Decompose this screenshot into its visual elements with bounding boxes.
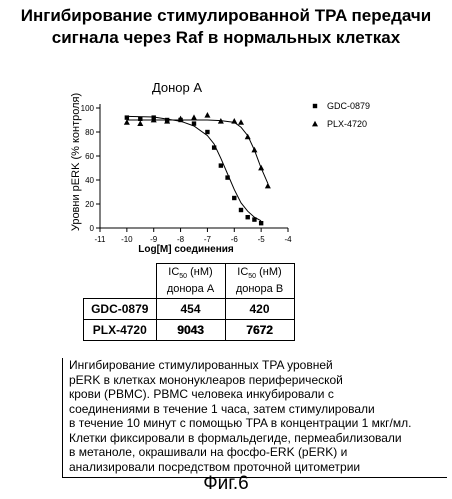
table-row: PLX-4720 9043 7672 — [84, 320, 295, 341]
legend-marker-2 — [312, 121, 318, 127]
y-axis-label: Уровни pERK (% контроля) — [70, 93, 82, 231]
caption-line: Ингибирование стимулированных TPA уровне… — [69, 358, 447, 373]
series-curve-2 — [127, 120, 268, 184]
row-value-a: 454 — [156, 299, 225, 320]
data-point-series-1 — [232, 196, 236, 200]
header-b-ic: IC — [237, 266, 248, 278]
y-tick-label: 80 — [85, 128, 94, 137]
header-a-sub: 50 — [179, 273, 187, 280]
table-header-donor-a: IC50 (нМ) донора А — [156, 264, 225, 299]
row-value-b: 7672 — [225, 320, 294, 341]
row-value-a: 9043 — [156, 320, 225, 341]
data-point-series-1 — [125, 115, 129, 119]
caption-line: крови (PBMC). PBMC человека инкубировали… — [69, 387, 447, 402]
x-tick-label: -9 — [150, 235, 158, 244]
data-point-series-1 — [259, 221, 263, 225]
row-value-b: 420 — [225, 299, 294, 320]
data-point-series-2 — [204, 112, 210, 118]
caption-line: в течение 10 минут с помощью TPA в конце… — [69, 416, 447, 431]
row-compound-name: GDC-0879 — [84, 299, 157, 320]
y-tick-label: 40 — [85, 176, 94, 185]
x-tick-label: -4 — [284, 235, 292, 244]
legend-label-1: GDC-0879 — [327, 101, 370, 111]
y-tick-label: 20 — [85, 200, 94, 209]
x-tick-label: -5 — [258, 235, 266, 244]
chart: Донор А Уровни pERK (% контроля) Log[M] … — [0, 0, 452, 260]
header-a-unit: (нМ) — [190, 266, 213, 278]
header-a-ic: IC — [168, 266, 179, 278]
header-b-sub: 50 — [248, 273, 256, 280]
y-tick-label: 60 — [85, 152, 94, 161]
data-point-series-2 — [245, 134, 251, 140]
x-tick-label: -8 — [177, 235, 185, 244]
series-curve-1 — [127, 116, 261, 220]
data-point-series-1 — [246, 215, 250, 219]
data-point-series-1 — [239, 208, 243, 212]
data-point-series-2 — [265, 183, 271, 189]
header-b-unit: (нМ) — [259, 266, 282, 278]
x-tick-label: -10 — [121, 235, 133, 244]
table-row: GDC-0879 454 420 — [84, 299, 295, 320]
legend-marker-1 — [313, 104, 317, 108]
x-tick-label: -6 — [231, 235, 239, 244]
data-point-series-1 — [205, 130, 209, 134]
data-point-series-1 — [192, 121, 196, 125]
data-point-series-2 — [238, 119, 244, 125]
data-point-series-1 — [252, 217, 256, 221]
data-point-series-1 — [225, 175, 229, 179]
caption-line: анализировали посредством проточной цито… — [69, 460, 447, 475]
y-tick-label: 0 — [90, 224, 95, 233]
figure-label: Фиг.6 — [0, 473, 452, 495]
data-point-series-2 — [231, 118, 237, 124]
x-tick-label: -7 — [204, 235, 212, 244]
header-b-donor: донора В — [236, 283, 283, 295]
table-header-row: IC50 (нМ) донора А IC50 (нМ) донора В — [84, 264, 295, 299]
figure-caption: Ингибирование стимулированных TPA уровне… — [62, 358, 447, 478]
legend-label-2: PLX-4720 — [327, 119, 367, 129]
row-compound-name: PLX-4720 — [84, 320, 157, 341]
table-header-donor-b: IC50 (нМ) донора В — [225, 264, 294, 299]
table-corner — [84, 264, 157, 299]
caption-line: соединениями в течение 1 часа, затем сти… — [69, 402, 447, 417]
ic50-table: IC50 (нМ) донора А IC50 (нМ) донора В GD… — [83, 263, 295, 341]
data-point-series-1 — [219, 163, 223, 167]
chart-title: Донор А — [152, 80, 202, 95]
x-axis-label: Log[M] соединения — [138, 244, 234, 255]
data-point-series-2 — [137, 120, 143, 126]
legend: GDC-0879 PLX-4720 — [312, 101, 370, 129]
data-point-series-2 — [191, 114, 197, 120]
caption-line: pERK в клетках мононуклеаров периферичес… — [69, 373, 447, 388]
plot-area: -11 -10 -9 -8 -7 -6 -5 -4 0 20 40 60 80 100 — [81, 104, 292, 244]
caption-line: в метаноле, окрашивали на фосфо-ERK (pER… — [69, 445, 447, 460]
caption-line: Клетки фиксировали в формальдегиде, перм… — [69, 431, 447, 446]
data-point-series-2 — [258, 165, 264, 171]
data-point-series-1 — [138, 117, 142, 121]
y-tick-label: 100 — [81, 104, 95, 113]
data-point-series-2 — [251, 147, 257, 153]
data-point-series-1 — [212, 145, 216, 149]
x-tick-label: -11 — [95, 235, 107, 244]
header-a-donor: донора А — [167, 283, 214, 295]
